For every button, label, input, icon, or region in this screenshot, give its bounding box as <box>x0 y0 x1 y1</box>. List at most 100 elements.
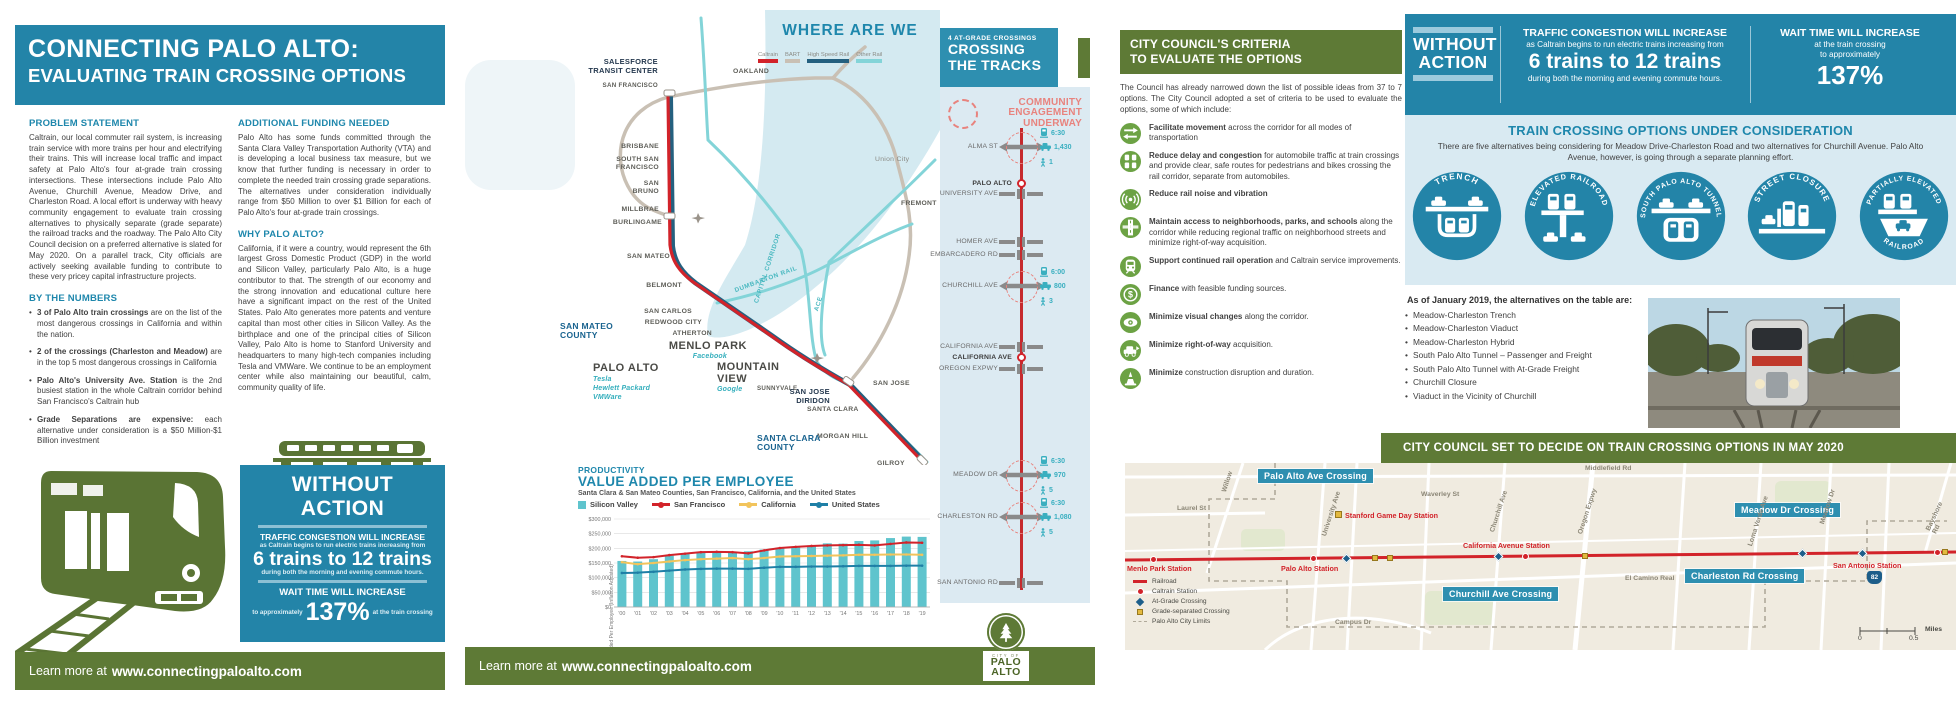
pedestrian-icon <box>1040 297 1046 306</box>
alternative-item: South Palo Alto Tunnel with At-Grade Fre… <box>1405 363 1640 377</box>
palo-alto-logo: CITY OF PALO ALTO <box>983 613 1029 681</box>
bullet-rest: are on the list of the most dangerous cr… <box>37 308 222 339</box>
footer-url[interactable]: www.connectingpaloalto.com <box>111 663 302 679</box>
separated-marker-san-antonio <box>1942 548 1948 555</box>
bay-water <box>707 10 940 338</box>
separated-marker-oregon <box>1582 552 1588 559</box>
map-label-san-francisco: SAN FRANCISCO <box>602 82 658 89</box>
station-label-stanford: Stanford Game Day Station <box>1335 511 1438 520</box>
problem-heading: PROBLEM STATEMENT <box>29 118 140 129</box>
grade-separated-icon <box>999 237 1043 247</box>
legend-label: Other Rail <box>856 52 883 58</box>
map-label-palo-alto: PALO ALTO <box>593 362 659 374</box>
regional-map-art <box>465 10 940 467</box>
criteria-item: Support continued rail operation and Cal… <box>1120 255 1402 277</box>
svg-text:'01: '01 <box>634 611 641 617</box>
criteria-column: CITY COUNCIL'S CRITERIA TO EVALUATE THE … <box>1120 30 1402 460</box>
criteria-intro: The Council has already narrowed down th… <box>1120 83 1402 115</box>
station-label-san-antonio: San Antonio Station <box>1833 561 1902 570</box>
chart-subtitle: Santa Clara & San Mateo Counties, San Fr… <box>578 490 856 498</box>
engagement-note: COMMUNITY ENGAGEMENT UNDERWAY <box>948 97 1082 129</box>
wait-post: at the train crossing <box>372 609 433 617</box>
bullet-lead: 3 of Palo Alto train crossings <box>37 308 149 318</box>
svg-text:'15: '15 <box>855 611 862 617</box>
option-closure: STREET CLOSURE <box>1748 171 1837 261</box>
airport-icons <box>691 213 824 364</box>
engagement-circle-icon <box>1006 460 1038 492</box>
alternative-item: Meadow-Charleston Trench <box>1405 309 1640 323</box>
street-label-waverley: Waverley St <box>1421 491 1460 498</box>
crossing-label: HOMER AVE <box>956 238 998 245</box>
crossing-label: SAN ANTONIO RD <box>937 579 998 586</box>
map-label-menlo-park: MENLO PARK <box>668 340 747 352</box>
station-markers <box>663 89 929 467</box>
page1-footer: Learn more at www.connectingpaloalto.com <box>15 652 445 690</box>
footer-url[interactable]: www.connectingpaloalto.com <box>561 658 752 674</box>
train-icon <box>1040 456 1048 466</box>
map-label-hp: Hewlett Packard <box>593 385 651 392</box>
legend-item: Caltrain <box>758 52 778 63</box>
legend-grade-separated: Grade-separated Crossing <box>1133 608 1230 615</box>
legend-item: Other Rail <box>856 52 883 63</box>
footer-prefix: Learn more at <box>479 659 557 673</box>
congestion-block: TRAFFIC CONGESTION WILL INCREASE as Calt… <box>1523 27 1727 84</box>
svg-text:$50,000: $50,000 <box>592 591 612 597</box>
map-label-redwood-city: REDWOOD CITY <box>644 319 702 326</box>
city-limits-line <box>1208 463 1947 628</box>
svg-text:'00: '00 <box>618 611 625 617</box>
option-circles: TRENCH ELEVATED RAILROAD <box>1405 170 1956 262</box>
regional-map: WHERE ARE WE Caltrain BART High Speed Ra… <box>465 10 940 467</box>
map-label-millbrae: MILLBRAE <box>621 206 659 213</box>
legend-city-limits: Palo Alto City Limits <box>1133 618 1230 625</box>
train-icon <box>1040 267 1048 277</box>
why-heading: WHY PALO ALTO? <box>238 228 325 240</box>
chart-legend-item: United States <box>809 500 880 509</box>
bullet-lead: 2 of the crossings (Charleston and Meado… <box>37 347 208 357</box>
criteria-item: Minimize visual changes along the corrid… <box>1120 311 1402 333</box>
congestion-title: TRAFFIC CONGESTION WILL INCREASE <box>259 532 426 542</box>
map-label-oakland: OAKLAND <box>733 68 770 75</box>
crossing-label: UNIVERSITY AVE <box>939 190 998 197</box>
car-stat: 970 <box>1040 471 1066 479</box>
train-stat: 6:00 <box>1040 267 1065 277</box>
map-label-tesla: Tesla <box>593 376 612 383</box>
criteria-item: Facilitate movement across the corridor … <box>1120 122 1402 144</box>
svg-text:'13: '13 <box>824 611 831 617</box>
construction-cone-icon <box>1120 367 1141 389</box>
grade-separated-icon <box>999 189 1043 199</box>
highway-82-shield: 82 <box>1867 571 1882 584</box>
logo-plaque: CITY OF PALO ALTO <box>983 651 1029 681</box>
crossing-label: EMBARCADERO RD <box>930 251 998 258</box>
criteria-heading: CITY COUNCIL'S CRITERIA TO EVALUATE THE … <box>1120 30 1402 74</box>
chart-legend-item: San Francisco <box>651 500 725 509</box>
hsr-swatch <box>807 59 850 63</box>
street-label-laurel: Laurel St <box>1177 505 1207 512</box>
map-label-san-bruno: SAN BRUNO <box>632 180 659 195</box>
svg-text:'16: '16 <box>871 611 878 617</box>
engagement-circle-icon <box>1006 132 1038 164</box>
numbers-bullet: 2 of the crossings (Charleston and Meado… <box>29 347 222 368</box>
train-photo <box>1648 298 1900 428</box>
funding-body: Palo Alto has some funds committed throu… <box>238 133 432 218</box>
option-trench: TRENCH <box>1412 171 1502 261</box>
svg-text:$0: $0 <box>605 605 611 611</box>
svg-text:'19: '19 <box>919 611 926 617</box>
arrows-icon <box>1120 122 1141 144</box>
stripe <box>1413 27 1493 33</box>
map-label-south-sf: SOUTH SAN FRANCISCO <box>615 156 659 171</box>
criteria-item: Reduce delay and congestion for automobi… <box>1120 150 1402 183</box>
without-action-band: WITHOUT ACTION TRAFFIC CONGESTION WILL I… <box>1405 14 1956 115</box>
scale-zero: 0 <box>1858 635 1862 642</box>
grade-separated-icon <box>999 364 1043 374</box>
separated-marker-stanford <box>1387 554 1393 561</box>
svg-text:$250,000: $250,000 <box>589 532 611 538</box>
svg-text:'09: '09 <box>761 611 768 617</box>
option-elevated: ELEVATED RAILROAD <box>1524 171 1613 261</box>
alternative-item: Churchill Closure <box>1405 376 1640 390</box>
map-label-vmware: VMWare <box>593 394 622 401</box>
street-map-legend: Railroad Caltrain Station At-Grade Cross… <box>1133 575 1230 625</box>
crossing-label: ALMA ST <box>967 143 998 150</box>
bart-lines <box>618 45 913 380</box>
numbers-bullet: Palo Alto's University Ave. Station is t… <box>29 376 222 408</box>
